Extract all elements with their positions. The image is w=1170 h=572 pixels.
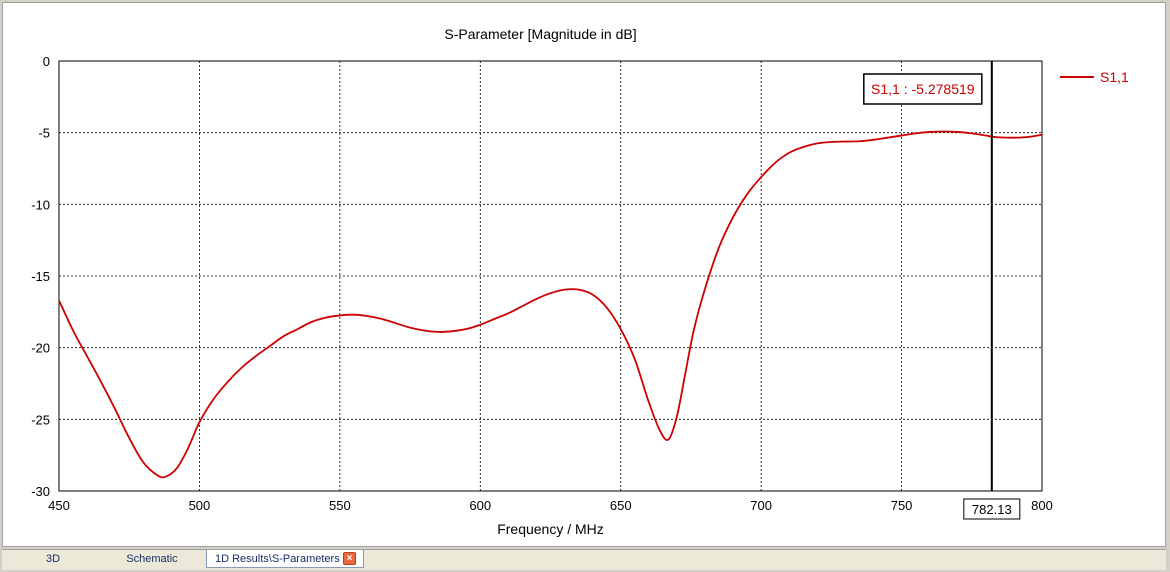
x-tick-label: 650 xyxy=(610,498,632,513)
close-icon[interactable]: × xyxy=(343,552,356,565)
marker-readout-text: S1,1 : -5.278519 xyxy=(871,81,975,97)
tab-bar: 3D Schematic 1D Results\S-Parameters × xyxy=(2,549,1166,570)
tab-label: 1D Results\S-Parameters xyxy=(215,553,340,565)
s-parameter-chart[interactable]: S-Parameter [Magnitude in dB] 450 500 550 60… xyxy=(3,3,1167,548)
x-tick-label: 600 xyxy=(469,498,491,513)
x-tick-label: 450 xyxy=(48,498,70,513)
y-tick-label: 0 xyxy=(43,54,50,69)
y-tick-label: -25 xyxy=(31,412,50,427)
y-tick-label: -20 xyxy=(31,341,50,356)
x-tick-label: 800 xyxy=(1031,498,1053,513)
x-tick-label: 750 xyxy=(891,498,913,513)
x-tick-label: 700 xyxy=(750,498,772,513)
y-tick-label: -15 xyxy=(31,269,50,284)
y-tick-label: -30 xyxy=(31,484,50,499)
series-line-s11[interactable] xyxy=(58,130,1043,479)
tab-schematic[interactable]: Schematic xyxy=(126,553,178,565)
legend-label: S1,1 xyxy=(1100,69,1129,85)
marker-readout-box xyxy=(863,73,983,105)
x-tick-label: 550 xyxy=(329,498,351,513)
tab-1d-results-s-parameters[interactable]: 1D Results\S-Parameters × xyxy=(206,550,364,568)
x-axis-label: Frequency / MHz xyxy=(497,521,604,537)
marker-x-label: 782.13 xyxy=(972,502,1012,517)
marker-x-box xyxy=(963,498,1021,520)
plot-area xyxy=(58,60,1043,492)
chart-title: S-Parameter [Magnitude in dB] xyxy=(444,26,636,42)
plot-window: S-Parameter [Magnitude in dB] 450 500 550 60… xyxy=(2,2,1166,547)
x-tick-label: 500 xyxy=(189,498,211,513)
y-tick-label: -5 xyxy=(38,126,50,141)
tab-3d[interactable]: 3D xyxy=(45,553,61,565)
y-tick-label: -10 xyxy=(31,197,50,212)
